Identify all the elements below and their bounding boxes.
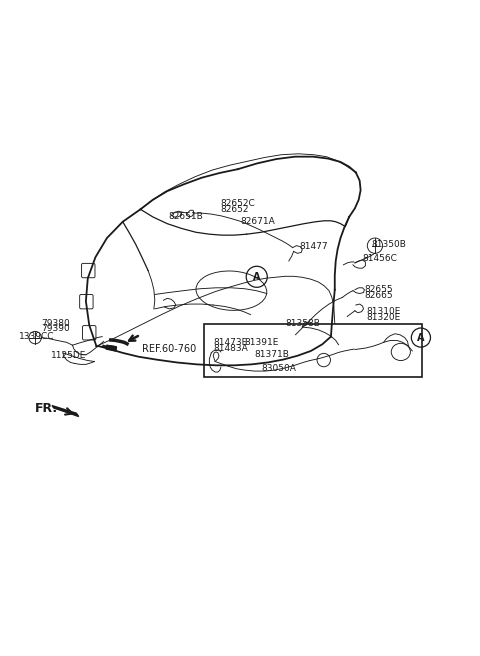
Text: 79380: 79380 — [41, 319, 70, 328]
Text: 82652: 82652 — [221, 205, 249, 214]
Text: 82655: 82655 — [364, 285, 393, 294]
Text: 79390: 79390 — [41, 325, 70, 333]
Text: 81371B: 81371B — [254, 350, 289, 359]
Polygon shape — [106, 345, 117, 351]
Text: REF.60-760: REF.60-760 — [142, 344, 196, 354]
Text: 81477: 81477 — [300, 242, 328, 251]
Text: 81473E: 81473E — [214, 338, 248, 347]
Text: 81456C: 81456C — [362, 254, 397, 263]
Text: 81320E: 81320E — [367, 313, 401, 322]
Text: 82665: 82665 — [364, 291, 393, 300]
Text: 82652C: 82652C — [221, 199, 256, 208]
Polygon shape — [52, 405, 79, 417]
Text: 1339CC: 1339CC — [19, 332, 54, 341]
Text: 81350B: 81350B — [372, 239, 407, 249]
Text: 1125DE: 1125DE — [51, 351, 86, 360]
Text: 82671A: 82671A — [240, 216, 275, 226]
Text: 81391E: 81391E — [245, 338, 279, 347]
Text: 83050A: 83050A — [262, 364, 297, 373]
Text: A: A — [253, 272, 261, 282]
Text: 82651B: 82651B — [168, 212, 203, 221]
Text: A: A — [417, 333, 425, 342]
Text: 81310E: 81310E — [367, 307, 401, 316]
Text: 81358B: 81358B — [286, 319, 320, 328]
Text: 81483A: 81483A — [214, 344, 249, 353]
Text: FR.: FR. — [35, 402, 58, 415]
Bar — [204, 324, 422, 377]
